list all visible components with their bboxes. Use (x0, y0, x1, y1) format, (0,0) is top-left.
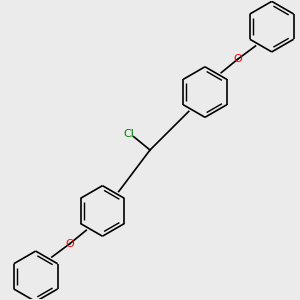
Text: Cl: Cl (124, 129, 135, 139)
Text: O: O (65, 239, 74, 249)
Text: O: O (233, 54, 242, 64)
